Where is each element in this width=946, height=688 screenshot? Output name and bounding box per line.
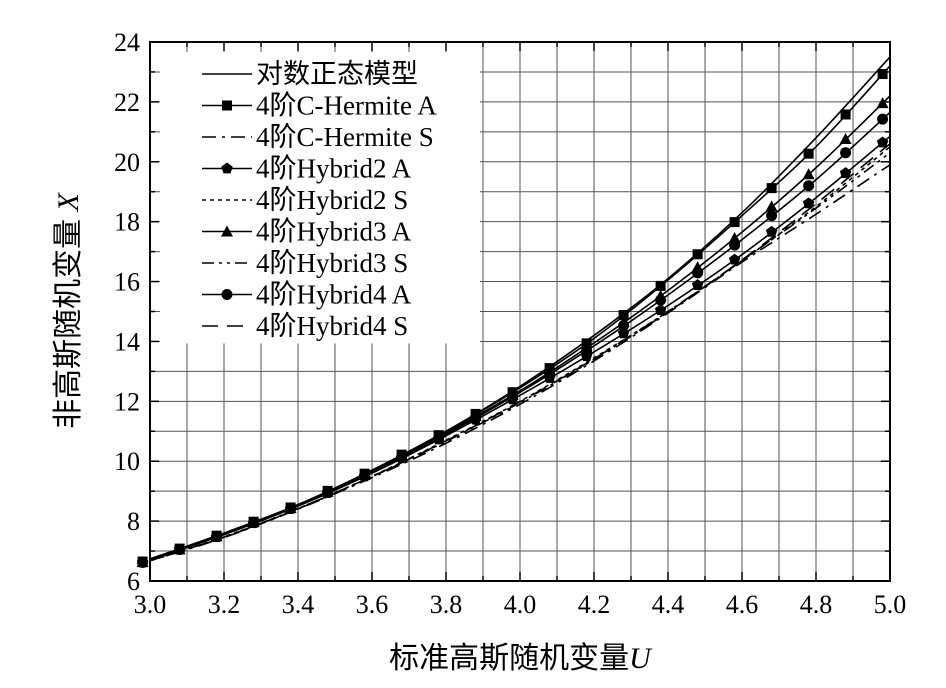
series-marker-7 (544, 368, 556, 380)
series-marker-5 (839, 133, 852, 145)
series-marker-7 (322, 486, 334, 498)
series-marker-3 (765, 225, 778, 237)
series-marker-7 (137, 556, 149, 568)
series-line-2 (150, 164, 890, 562)
series-marker-1 (803, 148, 814, 159)
legend-marker-5 (221, 225, 233, 237)
series-marker-7 (766, 210, 778, 222)
x-axis-title: 标准高斯随机变量U (389, 642, 653, 675)
series-marker-7 (877, 113, 889, 125)
axes (149, 41, 891, 582)
legend-label-3: 4阶Hybrid2 A (256, 154, 412, 184)
y-axis-title: 非高斯随机变量 X (52, 191, 85, 429)
series-marker-7 (174, 544, 186, 556)
x-tick-label: 3.0 (134, 590, 167, 619)
series-marker-1 (618, 310, 629, 321)
legend-label-7: 4阶Hybrid4 A (256, 280, 412, 310)
x-axis-title-prefix: 标准高斯随机变量 (389, 642, 629, 675)
series-marker-1 (766, 183, 777, 194)
x-axis-title-variable: U (629, 642, 653, 675)
series-marker-7 (803, 180, 815, 192)
series-marker-1 (729, 217, 740, 228)
legend-marker-3 (221, 162, 233, 174)
x-tick-label: 4.0 (504, 590, 537, 619)
x-tick-label: 4.4 (652, 590, 685, 619)
series-marker-1 (877, 69, 888, 80)
x-tick-label: 3.2 (208, 590, 241, 619)
legend-marker-1 (222, 100, 232, 111)
series-marker-5 (765, 200, 778, 212)
series-marker-3 (839, 167, 852, 179)
series-marker-7 (840, 147, 852, 159)
series-marker-7 (470, 412, 482, 424)
series-marker-1 (655, 280, 666, 291)
y-tick-label: 14 (114, 327, 140, 356)
legend-label-4: 4阶Hybrid2 S (256, 185, 408, 215)
series-marker-7 (692, 267, 704, 279)
y-tick-label: 22 (114, 88, 140, 117)
tick-labels: 3.0 3.2 3.4 3.6 3.8 4.0 4.2 4.4 4.6 4.8 5.0 6 8 10 12 1… (114, 28, 906, 619)
y-tick-label: 12 (114, 387, 140, 416)
series-line-6 (150, 152, 890, 562)
legend-label-1: 4阶C-Hermite A (256, 91, 437, 121)
series-marker-7 (396, 451, 408, 463)
x-tick-label: 3.8 (430, 590, 463, 619)
y-axis-title-prefix: 非高斯随机变量 (52, 211, 85, 429)
series-marker-1 (692, 249, 703, 260)
y-tick-label: 24 (114, 28, 140, 57)
y-tick-label: 18 (114, 208, 140, 237)
series-marker-5 (802, 168, 815, 180)
legend-label-2: 4阶C-Hermite S (256, 122, 434, 152)
legend-label-0: 对数正态模型 (256, 59, 418, 89)
legend-label-8: 4阶Hybrid4 S (256, 311, 408, 341)
x-tick-label: 5.0 (874, 590, 907, 619)
series-marker-7 (507, 391, 519, 403)
series-marker-7 (655, 294, 667, 306)
series-marker-3 (876, 136, 889, 148)
series-marker-3 (691, 279, 704, 291)
series-marker-7 (729, 239, 741, 251)
series-marker-3 (728, 253, 741, 265)
series-marker-1 (840, 109, 851, 120)
x-tick-label: 3.4 (282, 590, 315, 619)
y-axis-title-variable: X (52, 191, 85, 212)
x-tick-label: 3.6 (356, 590, 389, 619)
series-marker-7 (211, 531, 223, 543)
y-tick-label: 16 (114, 268, 140, 297)
series-marker-7 (581, 345, 593, 357)
series-marker-3 (654, 304, 667, 316)
legend-label-5: 4阶Hybrid3 A (256, 217, 412, 247)
legend-label-6: 4阶Hybrid3 S (256, 248, 408, 278)
series-line-8 (150, 143, 890, 562)
x-tick-label: 4.2 (578, 590, 611, 619)
series-marker-7 (433, 432, 445, 444)
series-marker-3 (802, 197, 815, 209)
series-marker-7 (248, 517, 260, 529)
series-marker-7 (618, 320, 630, 332)
legend-marker-7 (221, 289, 233, 300)
series-marker-7 (359, 470, 371, 482)
y-tick-label: 6 (127, 567, 140, 596)
y-tick-label: 8 (127, 507, 140, 536)
x-tick-label: 4.8 (800, 590, 833, 619)
series-markers (136, 69, 889, 568)
x-tick-label: 4.6 (726, 590, 759, 619)
series-marker-5 (728, 231, 741, 243)
series-marker-7 (285, 502, 297, 514)
y-tick-label: 10 (114, 447, 140, 476)
y-tick-label: 20 (114, 148, 140, 177)
